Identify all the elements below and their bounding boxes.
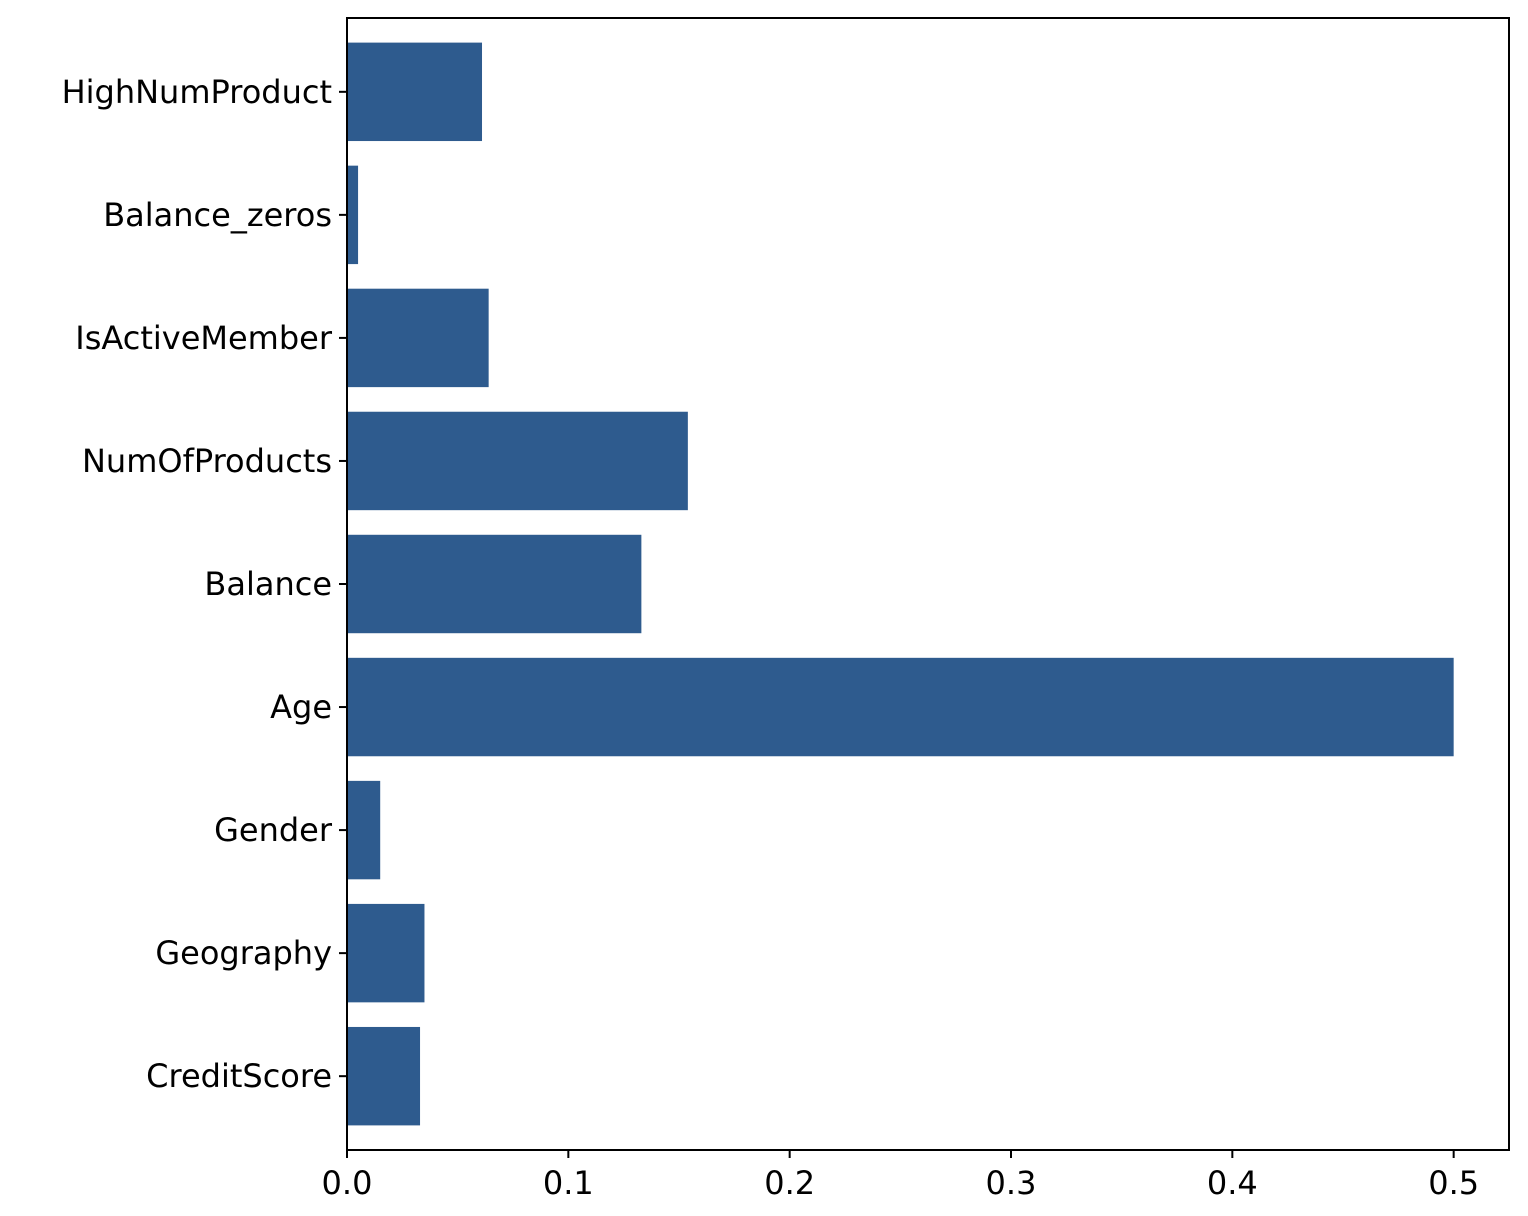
y-tick-label-creditscore: CreditScore: [146, 1057, 332, 1095]
y-tick-label-isactivemember: IsActiveMember: [75, 319, 333, 357]
y-tick-label-balance: Balance: [204, 565, 332, 603]
y-tick-label-highnumproduct: HighNumProduct: [62, 73, 332, 111]
bar-age: [347, 657, 1454, 757]
x-tick-label-4: 0.4: [1207, 1164, 1258, 1202]
y-tick-label-age: Age: [270, 688, 332, 726]
bar-numofproducts: [347, 411, 688, 511]
y-tick-label-gender: Gender: [214, 811, 333, 849]
x-axis-ticks: 0.0 0.1 0.2 0.3 0.4 0.5: [322, 1150, 1479, 1202]
bar-isactivemember: [347, 288, 489, 388]
y-tick-label-balance-zeros: Balance_zeros: [103, 196, 332, 234]
y-tick-label-geography: Geography: [155, 934, 332, 972]
y-tick-label-numofproducts: NumOfProducts: [82, 442, 332, 480]
plot-frame: [346, 17, 1510, 1151]
x-tick-label-2: 0.2: [764, 1164, 815, 1202]
x-tick-label-3: 0.3: [986, 1164, 1037, 1202]
bar-balance: [347, 534, 642, 634]
bar-geography: [347, 903, 425, 1003]
x-tick-label-5: 0.5: [1428, 1164, 1479, 1202]
bar-gender: [347, 780, 381, 880]
bar-creditscore: [347, 1026, 421, 1126]
x-tick-label-0: 0.0: [322, 1164, 373, 1202]
bars-group: [347, 42, 1454, 1126]
y-axis-ticks: CreditScore Geography Gender Age Balance NumO…: [62, 73, 347, 1095]
x-tick-label-1: 0.1: [543, 1164, 594, 1202]
bar-balance-zeros: [347, 165, 359, 265]
bar-highnumproduct: [347, 42, 483, 142]
